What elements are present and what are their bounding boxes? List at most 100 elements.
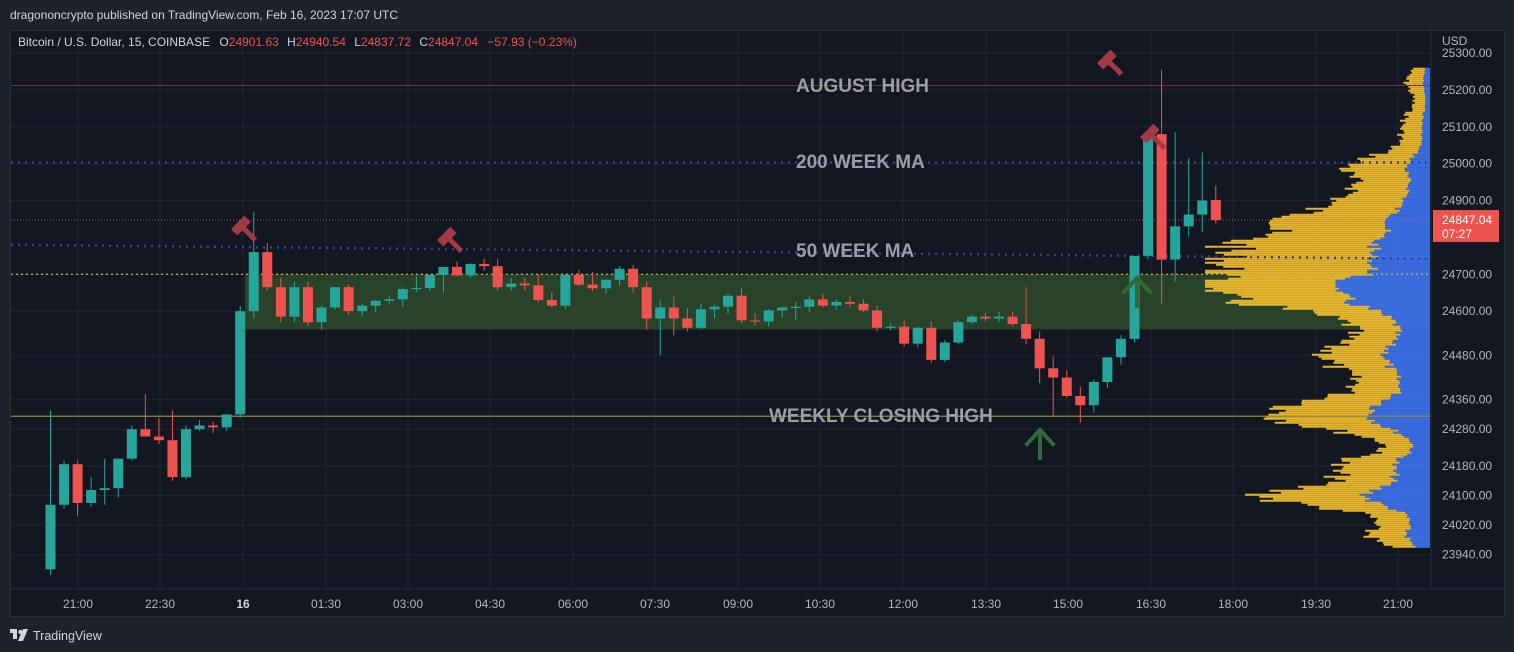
volume-bar-sell [1374,437,1409,440]
volume-bar-buy [1421,143,1430,146]
candle-body [72,464,83,503]
volume-bar-sell [1347,331,1396,334]
time-tick-label: 21:00 [1383,597,1413,611]
volume-bar-sell [1374,521,1409,524]
volume-bar-sell [1408,115,1425,118]
candle-body [1075,395,1086,406]
volume-bar-sell [1412,99,1426,102]
volume-bar-buy [1385,231,1430,234]
volume-bar-buy [1389,361,1430,364]
volume-bar-buy [1407,175,1430,178]
candle-body [248,252,259,312]
volume-bar-buy [1421,127,1430,130]
candle-body [86,490,97,503]
volume-bar-buy [1425,109,1430,112]
volume-bar-sell [1409,79,1425,82]
volume-bar-buy [1335,281,1430,284]
volume-bar-buy [1369,251,1430,254]
volume-bar-buy [1408,437,1430,440]
volume-bar-buy [1409,189,1430,192]
volume-bar-sell [1272,231,1386,234]
volume-bar-sell [1352,387,1401,390]
candle-body [438,266,449,276]
price-tick-label: 25100.00 [1442,120,1492,134]
volume-bar-buy [1396,457,1430,460]
legend-l-label: L [354,35,361,49]
volume-bar-buy [1407,183,1430,186]
volume-bar-sell [1263,417,1367,420]
volume-bar-sell [1341,459,1397,462]
volume-bar-sell [1375,155,1415,158]
volume-bar-buy [1399,461,1430,464]
price-axis[interactable]: USD 25300.00 25200.00 25100.00 25000.00 2490… [1430,31,1492,589]
volume-bar-sell [1205,245,1367,248]
candle-body [790,306,801,308]
volume-bar-buy [1423,111,1430,114]
volume-bar-sell [1331,347,1389,350]
volume-bar-sell [1301,399,1382,402]
volume-bar-buy [1385,223,1430,226]
volume-bar-sell [1223,253,1373,256]
volume-bar-buy [1400,209,1430,212]
candle-body [1143,134,1154,256]
volume-bar-buy [1385,217,1430,220]
volume-bar-buy [1397,465,1430,468]
volume-bar-buy [1372,411,1430,414]
volume-bar-sell [1330,197,1403,200]
volume-bar-sell [1349,343,1397,346]
volume-bar-buy [1421,119,1430,122]
volume-bar-buy [1346,299,1430,302]
volume-bar-sell [1342,509,1397,512]
volume-profile [1205,67,1430,548]
time-tick-label: 01:30 [311,597,341,611]
volume-bar-sell [1301,425,1382,428]
volume-bar-buy [1404,535,1430,538]
time-tick-label: 04:30 [475,597,505,611]
volume-bar-sell [1331,351,1389,354]
volume-bar-sell [1361,435,1405,438]
volume-bar-buy [1359,493,1430,496]
volume-bar-buy [1397,373,1430,376]
volume-bar-buy [1401,391,1430,394]
candle-body [113,458,124,489]
volume-bar-sell [1400,119,1422,122]
volume-bar-buy [1422,123,1430,126]
volume-bar-buy [1384,365,1430,368]
volume-bar-sell [1411,105,1425,108]
volume-bar-sell [1323,209,1401,212]
volume-bar-buy [1387,505,1430,508]
volume-bar-sell [1360,159,1411,162]
time-tick-label: 22:30 [145,597,175,611]
footer-brand[interactable]: TradingView [33,629,102,643]
volume-bar-buy [1412,543,1430,546]
volume-bar-buy [1393,431,1430,434]
volume-bar-buy [1402,203,1430,206]
volume-bar-buy [1381,311,1430,314]
volume-bar-buy [1381,401,1430,404]
gavel-icon [437,227,464,253]
volume-bar-buy [1367,245,1430,248]
volume-bar-sell [1341,323,1393,326]
time-axis[interactable]: 21:00 22:30 16 01:30 03:00 04:30 06:00 07:30 09:… [11,588,1504,611]
time-tick-label: 06:00 [558,597,588,611]
volume-bar-sell [1368,533,1407,536]
volume-bar-sell [1256,247,1382,250]
candle-body [167,440,178,478]
volume-bar-sell [1348,193,1408,196]
time-tick-label: 15:00 [1053,597,1083,611]
volume-bar-sell [1320,349,1384,352]
volume-bar-sell [1376,523,1410,526]
candle-body [777,307,788,311]
volume-bar-sell [1352,185,1409,188]
volume-bar-sell [1253,237,1381,240]
volume-bar-buy [1385,225,1430,228]
volume-bar-buy [1401,375,1430,378]
volume-bar-buy [1408,191,1430,194]
volume-bar-buy [1396,335,1430,338]
volume-bar-buy [1380,237,1430,240]
volume-bar-sell [1270,225,1386,228]
volume-bar-buy [1418,149,1430,152]
candle-body [912,327,923,344]
volume-bar-buy [1375,419,1430,422]
